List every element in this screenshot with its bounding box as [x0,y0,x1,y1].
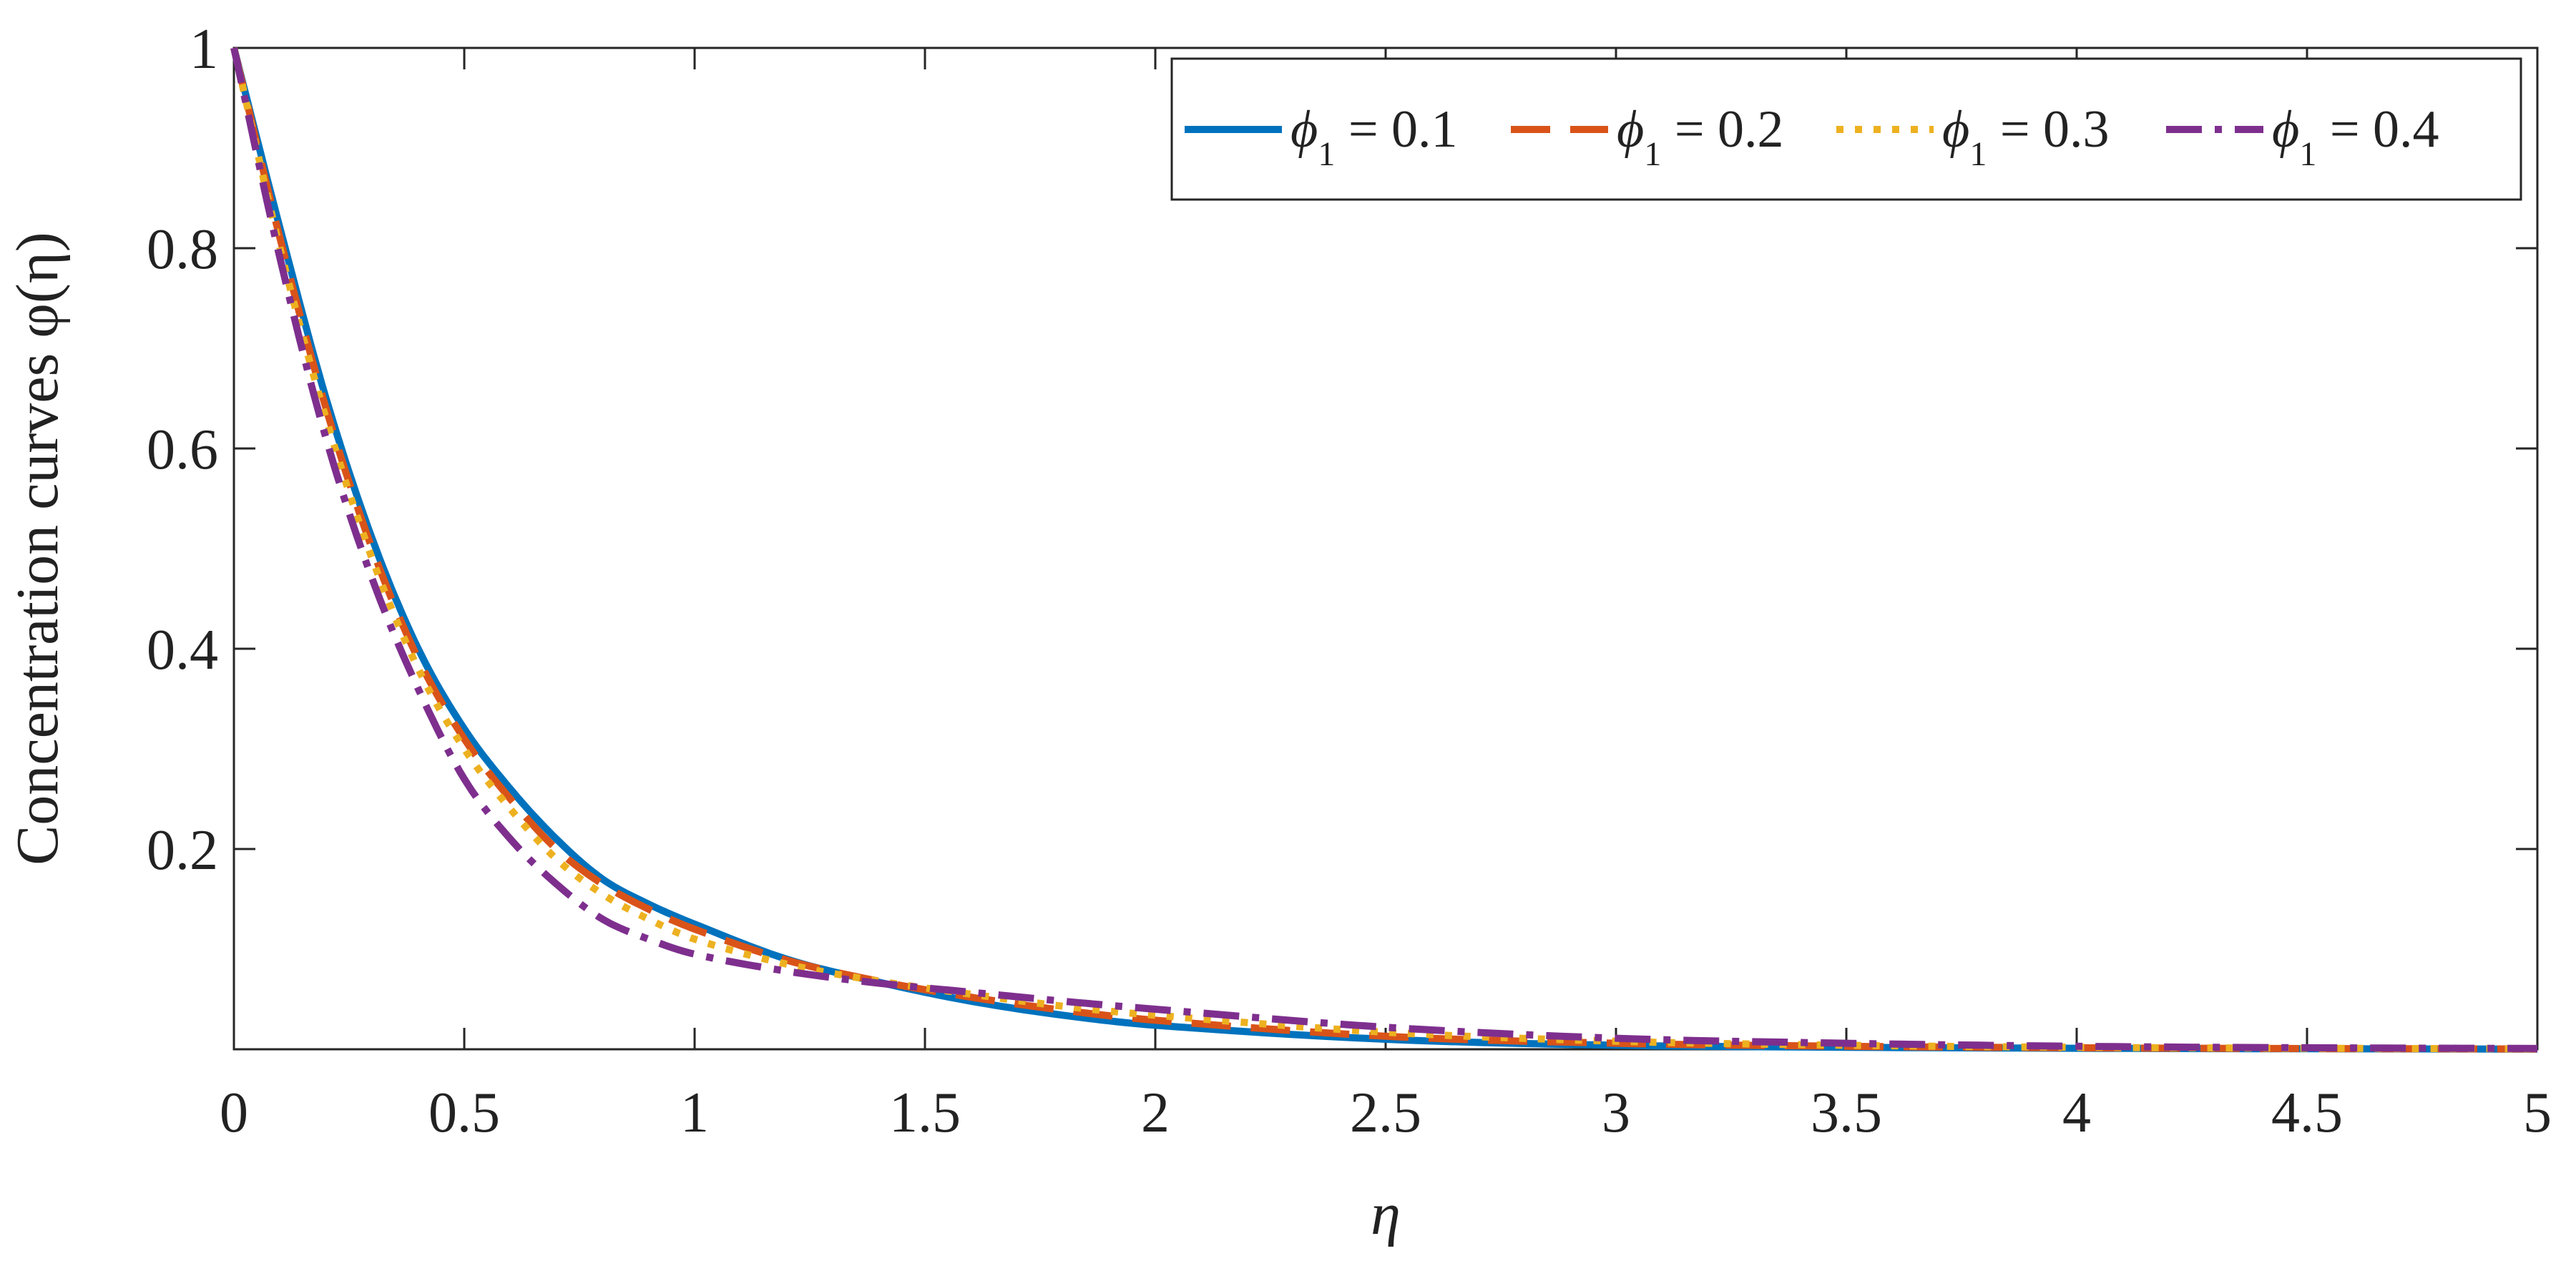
series-layer [230,46,2538,1053]
y-tick-label: 0.6 [147,418,218,481]
x-tick-label: 0.5 [428,1081,500,1144]
x-tick-label: 4 [2062,1081,2091,1144]
x-axis: 0 0.5 1 1.5 2 2.5 3 3.5 4 4.5 5 [220,48,2552,1144]
x-tick-label: 3 [1602,1081,1630,1144]
x-tick-label: 0 [220,1081,248,1144]
y-tick-label: 0.8 [147,218,218,281]
x-axis-label: η [1371,1181,1401,1247]
series-line-2 [230,46,2538,1053]
x-tick-label: 3.5 [1811,1081,1882,1144]
plot-area [232,46,2539,1051]
legend-label-4: ϕ1 = 0.4 [2272,100,2439,173]
x-tick-label: 2 [1141,1081,1170,1144]
series-line-4 [230,46,2538,1052]
y-tick-label: 0.4 [147,619,218,682]
legend-items: ϕ1 = 0.1 ϕ1 = 0.2 ϕ1 = 0.3 ϕ1 = 0.4 [1185,100,2439,173]
y-tick-label: 1 [190,18,218,81]
y-axis: 0.2 0.4 0.6 0.8 1 [147,18,2537,882]
legend-label-1: ϕ1 = 0.1 [1291,100,1458,173]
legend-box [1170,57,2522,201]
legend: ϕ1 = 0.1 ϕ1 = 0.2 ϕ1 = 0.3 ϕ1 = 0.4 [1170,57,2522,201]
x-tick-label: 2.5 [1350,1081,1421,1144]
x-tick-label: 4.5 [2271,1081,2343,1144]
legend-label-2: ϕ1 = 0.2 [1617,100,1784,173]
x-tick-label: 5 [2523,1081,2552,1144]
y-tick-label: 0.2 [147,819,218,882]
y-axis-label: Concentration curves φ(η) [4,232,71,865]
x-tick-label: 1 [680,1081,709,1144]
x-tick-label: 1.5 [889,1081,961,1144]
legend-label-3: ϕ1 = 0.3 [1942,100,2110,173]
